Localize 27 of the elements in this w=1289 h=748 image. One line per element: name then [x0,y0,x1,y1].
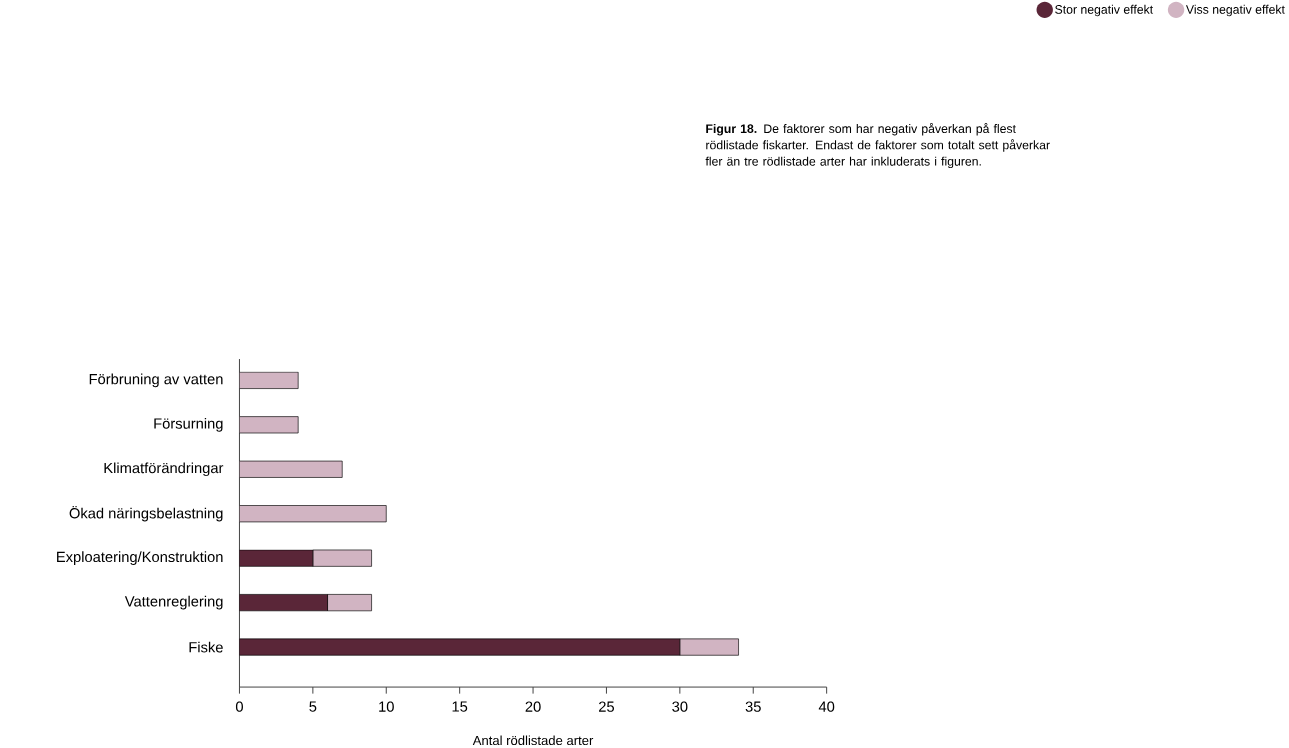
y-tick-label: Vattenreglering [124,595,223,610]
legend-label: Stor negativ effekt [1055,4,1154,17]
x-tick-label: 10 [379,701,394,712]
bar [239,416,299,434]
y-tick-label: Ökad näringsbelastning [69,506,223,522]
text: Figur 18. De faktorer som har negativ påverkan på flest rödlistade fiskarter. Endast de faktorer som totalt sett påverkar fler än tre rödlistade arter har inkluderats i figuren. [705,123,1050,169]
x-tick-label: 5 [309,701,317,712]
bar [239,505,387,523]
x-tick-label: 30 [672,701,688,712]
x-tick-label: 0 [235,701,243,712]
y-tick-label: Exploatering/Konstruktion [57,551,223,566]
x-tick-label: 25 [599,701,615,712]
x-tick-label: 15 [452,701,468,712]
x-tick-label: 40 [818,701,835,712]
y-tick-label: Försurning [154,418,223,432]
bar [239,460,343,478]
x-axis-title: Antal rödlistade arter [472,735,594,746]
bar [239,594,328,612]
y-tick-label: Förbruning av vatten [89,373,223,388]
x-tick-label: 35 [745,701,761,712]
bar [239,638,681,656]
legend-label: Viss negativ effekt [1185,4,1285,17]
bar [239,371,299,389]
y-tick-label: Fiske [189,641,223,653]
x-tick-label: 20 [525,701,541,712]
y-tick-label: Klimatförändringar [104,462,224,477]
bar [239,549,314,567]
